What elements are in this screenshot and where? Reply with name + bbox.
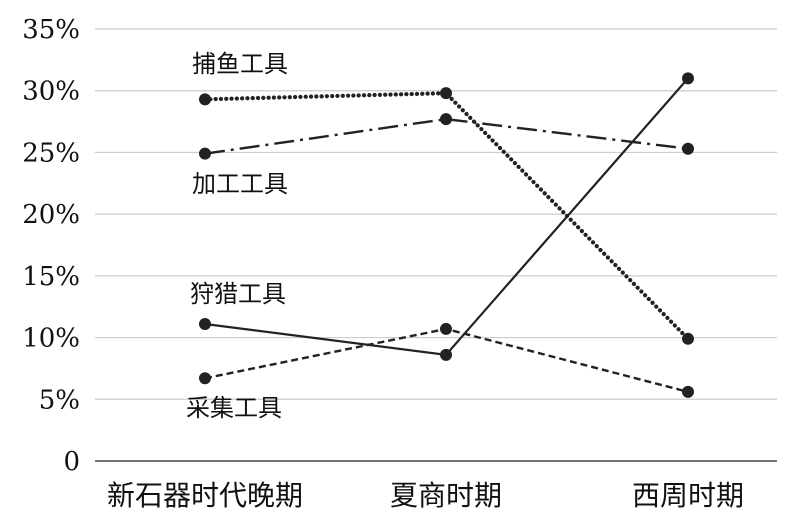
y-tick-label: 15% bbox=[22, 262, 80, 292]
series-label: 采集工具 bbox=[186, 394, 282, 422]
y-tick-label: 30% bbox=[22, 77, 80, 107]
x-tick-label: 新石器时代晚期 bbox=[107, 479, 303, 512]
series bbox=[199, 72, 694, 398]
x-tick-label: 夏商时期 bbox=[390, 479, 502, 512]
series-label: 加工工具 bbox=[192, 170, 288, 198]
data-point bbox=[682, 332, 694, 345]
y-tick-label: 0 bbox=[63, 447, 80, 477]
series-2 bbox=[199, 72, 694, 361]
y-tick-label: 5% bbox=[39, 385, 80, 415]
y-tick-label: 10% bbox=[22, 324, 80, 354]
data-point bbox=[199, 147, 211, 160]
data-point bbox=[440, 322, 452, 335]
data-point bbox=[199, 317, 211, 330]
data-point bbox=[199, 93, 211, 106]
data-point bbox=[682, 142, 694, 155]
series-1 bbox=[199, 113, 694, 160]
y-tick-label: 25% bbox=[22, 138, 80, 168]
data-point bbox=[440, 87, 452, 100]
x-tick-label: 西周时期 bbox=[632, 479, 744, 512]
data-point bbox=[440, 348, 452, 361]
grid bbox=[95, 28, 777, 400]
data-point bbox=[682, 72, 694, 85]
x-axis-ticks: 新石器时代晚期 夏商时期 西周时期 bbox=[107, 479, 744, 512]
series-line bbox=[204, 117, 689, 155]
series-label: 捕鱼工具 bbox=[192, 50, 288, 78]
data-point bbox=[440, 113, 452, 126]
y-tick-label: 35% bbox=[22, 15, 80, 45]
data-point bbox=[682, 385, 694, 398]
series-3 bbox=[199, 322, 694, 398]
series-line bbox=[202, 91, 691, 341]
series-0 bbox=[199, 87, 694, 345]
data-point bbox=[199, 372, 211, 385]
y-axis-ticks: 0 5% 10% 15% 20% 25% 30% 35% bbox=[22, 15, 80, 477]
series-label: 狩猎工具 bbox=[190, 280, 286, 308]
y-tick-label: 20% bbox=[22, 200, 80, 230]
